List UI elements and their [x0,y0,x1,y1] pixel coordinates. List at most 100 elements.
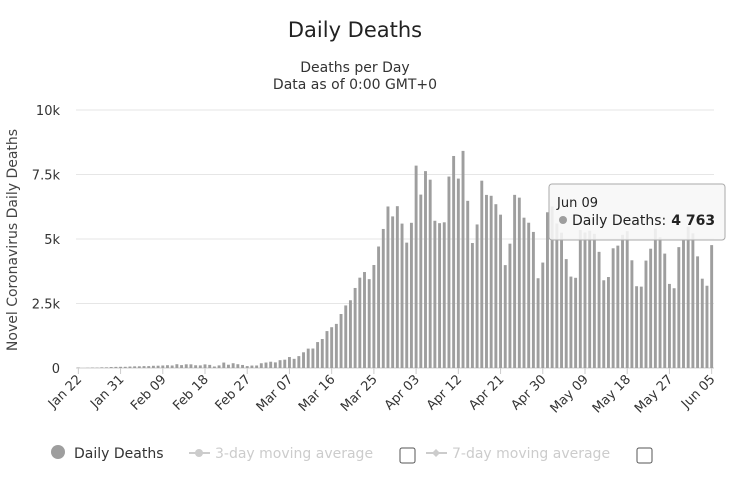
bar[interactable] [217,365,221,368]
bar[interactable] [550,206,554,368]
bar[interactable] [353,287,357,368]
bar[interactable] [358,277,362,368]
bar[interactable] [686,226,690,368]
bar[interactable] [166,365,169,368]
checkbox-3-day-average[interactable] [399,447,416,464]
bar[interactable] [419,194,423,368]
bar[interactable] [489,195,493,368]
bar[interactable] [546,212,549,368]
bar[interactable] [109,367,113,368]
bar[interactable] [649,248,653,368]
bar[interactable] [480,180,484,368]
bar[interactable] [227,364,230,368]
bar[interactable] [583,232,587,368]
bar[interactable] [269,361,273,368]
bar[interactable] [456,178,460,368]
bar[interactable] [320,339,324,368]
bar[interactable] [564,259,568,368]
bar[interactable] [283,359,287,368]
bar[interactable] [273,362,277,368]
bar[interactable] [503,265,507,368]
bar[interactable] [245,366,249,368]
bar[interactable] [663,253,667,368]
bar[interactable] [339,314,343,368]
bar[interactable] [597,251,601,368]
bar[interactable] [137,366,141,368]
bar[interactable] [513,194,517,368]
bar[interactable] [494,204,498,368]
bar[interactable] [128,366,132,368]
bar[interactable] [287,357,291,368]
bar[interactable] [414,165,418,368]
bar[interactable] [485,194,488,368]
bar[interactable] [625,231,629,368]
bar[interactable] [578,230,582,368]
bar[interactable] [344,305,348,368]
bar[interactable] [386,206,390,368]
bar[interactable] [672,288,676,368]
legend-item-daily-deaths[interactable]: Daily Deaths [51,445,164,462]
bar[interactable] [560,232,563,368]
bar[interactable] [278,360,282,368]
bar[interactable] [592,233,596,368]
legend-item-3-day-average[interactable]: 3-day moving average [189,446,416,464]
bar[interactable] [334,323,338,368]
bar[interactable] [400,223,404,368]
bar[interactable] [255,365,259,369]
bar[interactable] [330,327,334,368]
bar[interactable] [522,217,526,368]
bar[interactable] [105,367,108,368]
bar[interactable] [452,155,456,368]
bar[interactable] [189,364,193,368]
bar[interactable] [616,245,620,368]
bar[interactable] [297,356,301,368]
bar[interactable] [203,364,207,368]
bar[interactable] [424,171,427,368]
bar[interactable] [395,206,399,368]
bar[interactable] [119,366,123,368]
bar[interactable] [391,216,395,368]
bar[interactable] [367,279,371,368]
bar[interactable] [409,222,413,368]
bar[interactable] [653,228,657,368]
bar[interactable] [677,247,681,368]
bar[interactable] [475,224,479,368]
bar[interactable] [447,176,451,368]
bar[interactable] [184,364,188,368]
bar[interactable] [541,262,545,368]
bar[interactable] [208,364,212,368]
bar[interactable] [433,220,437,368]
bar[interactable] [231,363,235,368]
bar[interactable] [363,272,366,368]
bar[interactable] [114,366,118,368]
legend-item-7-day-average[interactable]: 7-day moving average [426,446,653,464]
bar[interactable] [175,364,179,368]
bar[interactable] [696,256,700,368]
bar[interactable] [212,366,216,369]
bar[interactable] [147,366,151,368]
bar[interactable] [531,231,535,368]
bar[interactable] [133,366,137,368]
bar[interactable] [705,285,709,368]
bar[interactable] [377,246,381,368]
bar[interactable] [405,242,409,368]
bar[interactable] [667,283,671,368]
bar[interactable] [700,278,704,368]
bar[interactable] [381,228,385,368]
bar[interactable] [710,245,714,368]
bar[interactable] [151,365,155,368]
bar[interactable] [569,276,573,368]
bar[interactable] [574,277,578,368]
bar[interactable] [259,363,263,368]
bar[interactable] [621,234,624,368]
bar[interactable] [428,179,432,368]
bar[interactable] [555,223,559,368]
bar[interactable] [316,342,320,368]
bar[interactable] [180,365,184,368]
bar[interactable] [499,214,503,368]
bar[interactable] [250,365,254,368]
bar[interactable] [527,222,531,368]
bar[interactable] [588,230,592,368]
bar[interactable] [325,331,329,368]
bar[interactable] [222,362,226,368]
